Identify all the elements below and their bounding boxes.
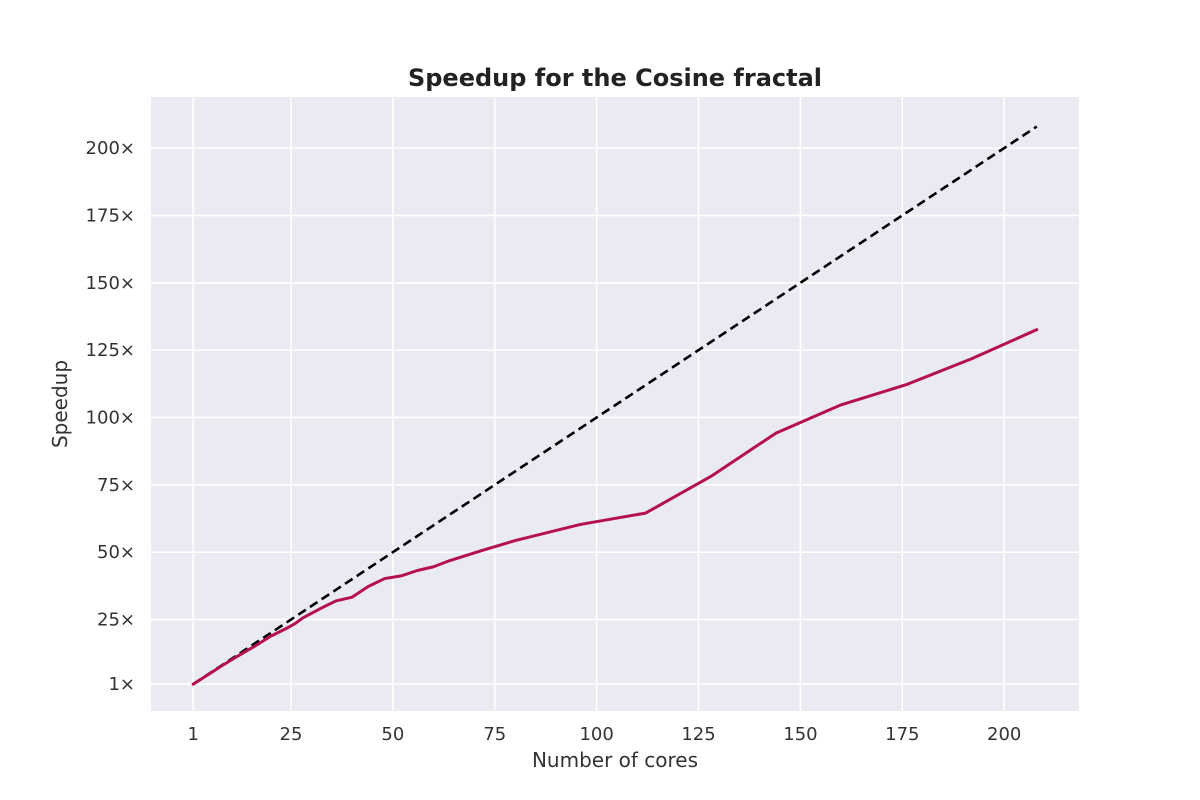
x-tick-label: 1 bbox=[187, 724, 198, 745]
y-tick-label: 1× bbox=[108, 674, 135, 695]
y-tick-label: 100× bbox=[86, 407, 135, 428]
x-tick-label: 100 bbox=[579, 724, 613, 745]
tick-labels: 1 25 50 75 100 125 150 175 2001×25×50×75×100×125… bbox=[86, 138, 1022, 745]
y-axis-label: Speedup bbox=[48, 360, 72, 448]
y-tick-label: 175× bbox=[86, 205, 135, 226]
x-tick-label: 25 bbox=[280, 724, 303, 745]
x-tick-label: 175 bbox=[885, 724, 919, 745]
series-layer bbox=[191, 125, 1039, 686]
x-tick-label: 200 bbox=[987, 724, 1021, 745]
x-tick-label: 125 bbox=[681, 724, 715, 745]
x-tick-label: 50 bbox=[381, 724, 404, 745]
y-tick-label: 150× bbox=[86, 273, 135, 294]
x-axis-label: Number of cores bbox=[532, 748, 698, 772]
grid-lines bbox=[151, 97, 1079, 711]
measured-speedup-line bbox=[191, 328, 1039, 686]
y-tick-label: 50× bbox=[97, 542, 135, 563]
y-tick-label: 75× bbox=[97, 475, 135, 496]
x-tick-label: 75 bbox=[483, 724, 506, 745]
y-tick-label: 200× bbox=[86, 138, 135, 159]
y-tick-label: 125× bbox=[86, 340, 135, 361]
y-tick-label: 25× bbox=[97, 610, 135, 631]
ideal-speedup-line bbox=[192, 125, 1038, 686]
x-tick-label: 150 bbox=[783, 724, 817, 745]
chart-title: Speedup for the Cosine fractal bbox=[408, 64, 822, 92]
